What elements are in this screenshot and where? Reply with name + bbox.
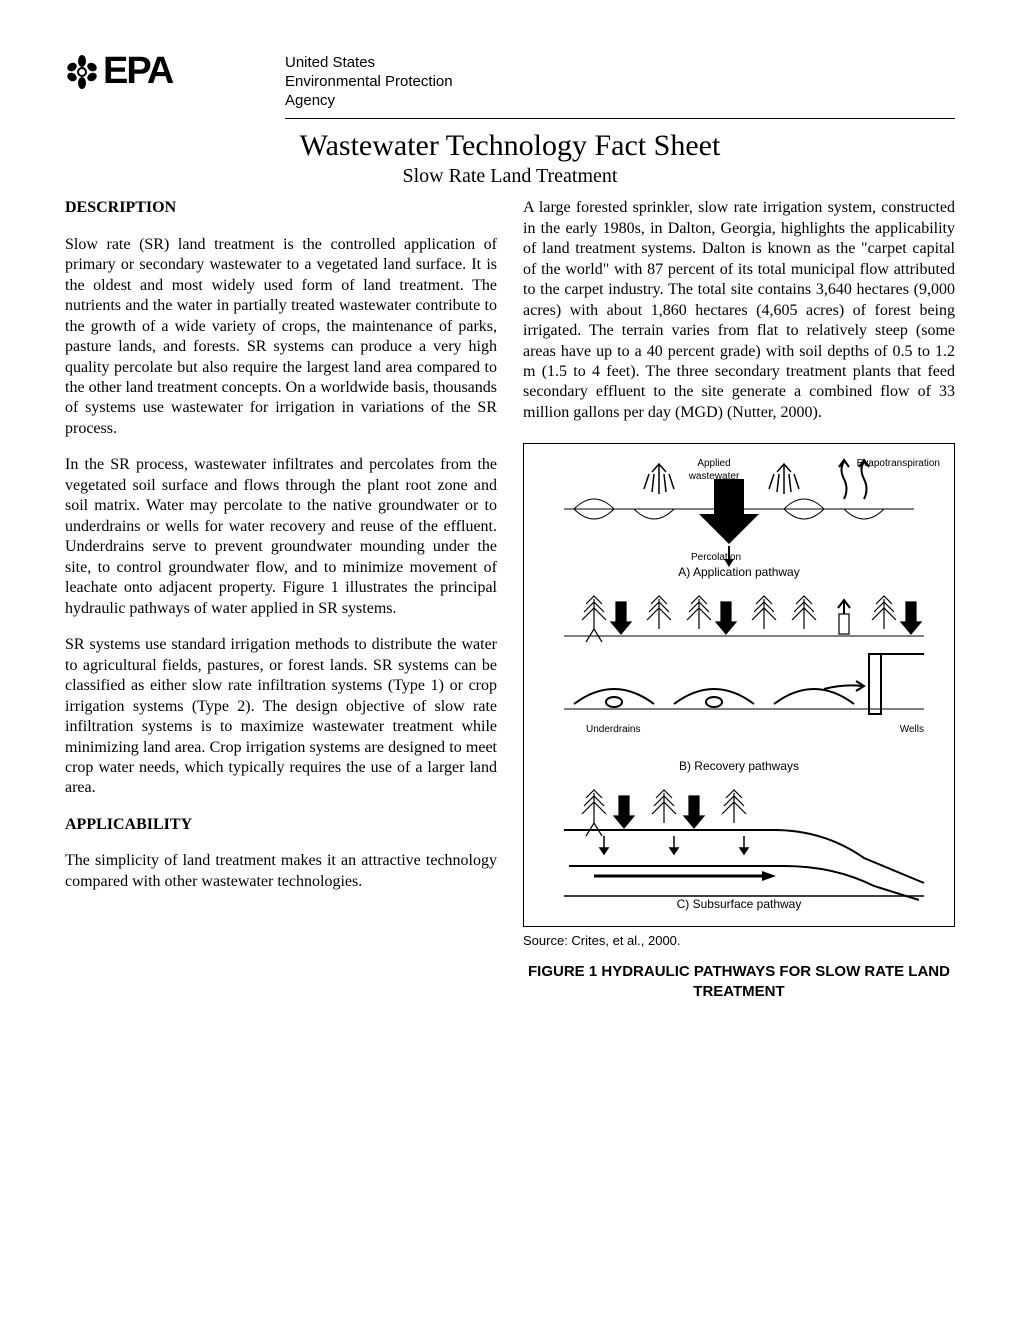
body-paragraph: In the SR process, wastewater infiltrate…: [65, 455, 497, 619]
agency-line: Agency: [285, 92, 453, 111]
page-header: EPA United States Environmental Protecti…: [65, 50, 955, 110]
figure-panel-c-label: C) Subsurface pathway: [536, 897, 942, 912]
header-divider: [285, 118, 955, 119]
diagram-label-underdrains: Underdrains: [586, 724, 640, 737]
section-heading-description: DESCRIPTION: [65, 198, 497, 218]
figure-panel-b: Underdrains Wells B) Recovery pathways: [536, 594, 942, 784]
diagram-recovery-icon: [536, 594, 942, 784]
figure-panel-c: C) Subsurface pathway: [536, 788, 942, 918]
epa-flower-icon: [65, 55, 99, 89]
document-page: EPA United States Environmental Protecti…: [0, 0, 1020, 1320]
body-paragraph: SR systems use standard irrigation metho…: [65, 635, 497, 799]
left-column: DESCRIPTION Slow rate (SR) land treatmen…: [65, 198, 497, 1001]
body-paragraph: Slow rate (SR) land treatment is the con…: [65, 235, 497, 440]
right-column: A large forested sprinkler, slow rate ir…: [523, 198, 955, 1001]
figure-1-box: Applied wastewater Evapotranspiration: [523, 443, 955, 927]
two-column-layout: DESCRIPTION Slow rate (SR) land treatmen…: [65, 198, 955, 1001]
figure-panel-a: Applied wastewater Evapotranspiration: [536, 454, 942, 584]
body-paragraph: A large forested sprinkler, slow rate ir…: [523, 198, 955, 423]
diagram-label-evapo: Evapotranspiration: [857, 458, 940, 471]
figure-source: Source: Crites, et al., 2000.: [523, 933, 955, 950]
figure-panel-b-label: B) Recovery pathways: [536, 759, 942, 774]
section-heading-applicability: APPLICABILITY: [65, 815, 497, 835]
body-paragraph: The simplicity of land treatment makes i…: [65, 851, 497, 892]
document-subtitle: Slow Rate Land Treatment: [65, 165, 955, 188]
diagram-label-percolation: Percolation: [691, 552, 741, 565]
diagram-label-wells: Wells: [900, 724, 924, 737]
figure-title: FIGURE 1 HYDRAULIC PATHWAYS FOR SLOW RAT…: [523, 962, 955, 1001]
agency-line: United States: [285, 54, 453, 73]
epa-logo: EPA: [65, 50, 195, 93]
document-title: Wastewater Technology Fact Sheet: [65, 129, 955, 163]
agency-line: Environmental Protection: [285, 73, 453, 92]
epa-logo-text: EPA: [103, 50, 172, 93]
diagram-label-applied: Applied wastewater: [684, 458, 744, 484]
figure-panel-a-label: A) Application pathway: [536, 565, 942, 580]
agency-name: United States Environmental Protection A…: [285, 50, 453, 110]
